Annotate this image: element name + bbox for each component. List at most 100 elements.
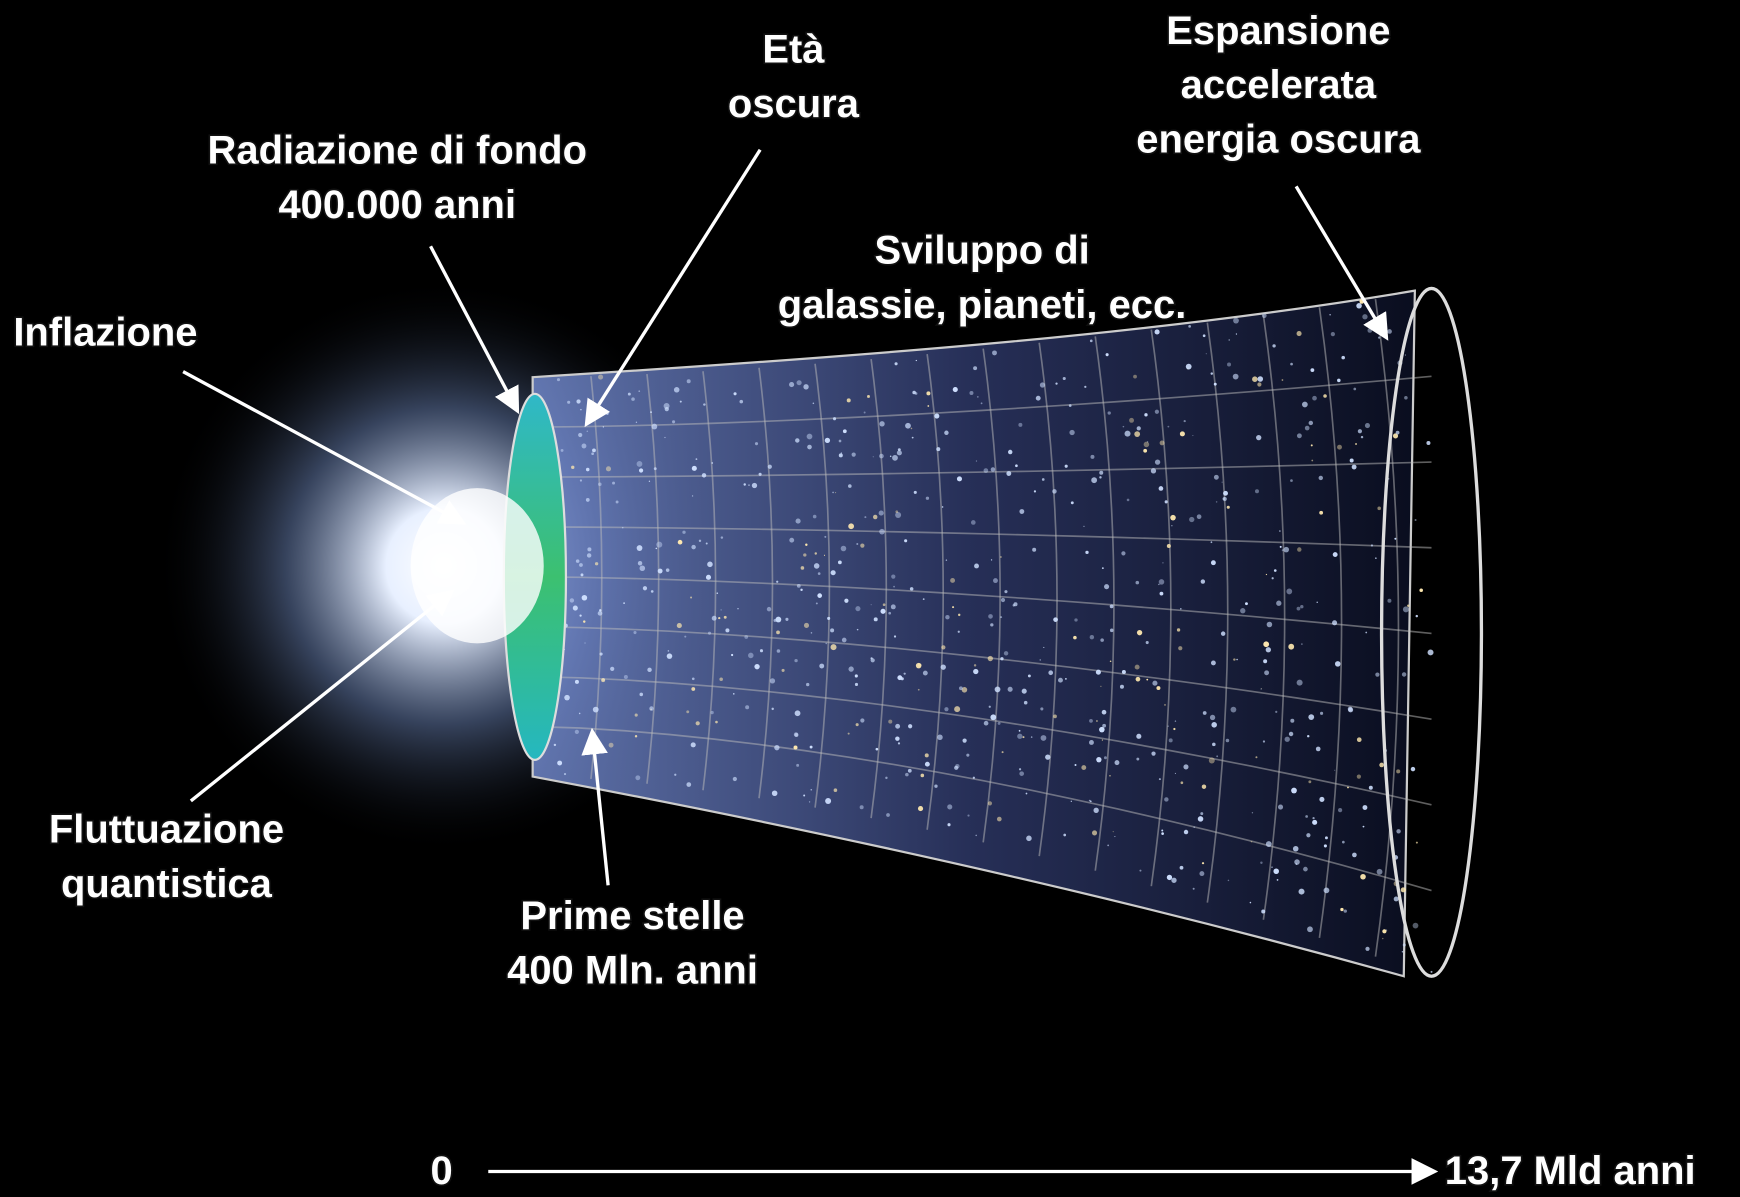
star xyxy=(789,538,794,543)
star xyxy=(1091,477,1097,483)
star xyxy=(825,438,830,443)
star xyxy=(1175,773,1176,774)
star xyxy=(1221,631,1225,635)
star xyxy=(1216,501,1218,503)
star xyxy=(588,406,590,408)
star xyxy=(686,782,691,787)
star xyxy=(1382,929,1386,933)
star xyxy=(598,611,603,616)
star xyxy=(1344,909,1347,912)
star xyxy=(1293,846,1299,852)
star xyxy=(1262,313,1267,318)
star xyxy=(755,442,758,445)
star xyxy=(1144,442,1150,448)
star xyxy=(1164,797,1168,801)
star xyxy=(905,773,909,777)
star xyxy=(654,467,657,470)
star xyxy=(721,536,723,538)
star xyxy=(927,405,929,407)
star xyxy=(1113,831,1114,832)
star xyxy=(1001,598,1005,602)
star xyxy=(1371,544,1373,546)
star xyxy=(745,705,749,709)
star xyxy=(1317,602,1318,603)
star xyxy=(1319,511,1323,515)
label-line: accelerata xyxy=(1181,63,1377,107)
star xyxy=(1396,769,1400,773)
star xyxy=(942,506,944,508)
star xyxy=(918,689,920,691)
star xyxy=(1122,670,1126,674)
star xyxy=(1362,805,1367,810)
star xyxy=(1355,443,1357,445)
star xyxy=(1319,476,1323,480)
star xyxy=(583,620,585,622)
star xyxy=(1123,426,1125,428)
star xyxy=(584,642,585,643)
star xyxy=(1193,888,1195,890)
star xyxy=(1198,816,1204,822)
star xyxy=(1052,489,1056,493)
star xyxy=(1096,720,1098,722)
star xyxy=(937,734,943,740)
star xyxy=(923,598,925,600)
star xyxy=(1031,736,1033,738)
star xyxy=(1065,678,1067,680)
star xyxy=(871,658,875,662)
star xyxy=(794,745,798,749)
star xyxy=(1282,379,1284,381)
star xyxy=(733,777,737,781)
star xyxy=(1156,686,1160,690)
star xyxy=(606,412,609,415)
star xyxy=(888,612,891,615)
star xyxy=(891,604,896,609)
star xyxy=(1006,471,1011,476)
star xyxy=(777,649,781,653)
star xyxy=(990,714,996,720)
star xyxy=(631,397,635,401)
star xyxy=(989,706,991,708)
star xyxy=(796,519,801,524)
star xyxy=(1214,383,1217,386)
star xyxy=(911,428,913,430)
star xyxy=(1074,618,1077,621)
star xyxy=(1090,635,1094,639)
star xyxy=(848,523,854,529)
star xyxy=(1312,396,1317,401)
page: EtàoscuraEspansioneaccelerataenergia osc… xyxy=(0,0,1740,1197)
star xyxy=(635,775,640,780)
star xyxy=(1041,735,1047,741)
star xyxy=(895,724,900,729)
star xyxy=(1338,808,1342,812)
star xyxy=(1100,686,1101,687)
star xyxy=(1211,372,1213,374)
star xyxy=(891,574,895,578)
star xyxy=(1200,812,1203,815)
star xyxy=(1206,353,1207,354)
star xyxy=(1309,421,1313,425)
star xyxy=(1110,605,1114,609)
star xyxy=(1264,670,1269,675)
star xyxy=(1320,712,1323,715)
star xyxy=(1043,647,1044,648)
star xyxy=(1250,902,1252,904)
star xyxy=(1299,889,1305,895)
star xyxy=(744,635,748,639)
label-line: Età xyxy=(762,28,825,72)
star xyxy=(816,602,818,604)
star xyxy=(1263,659,1267,663)
star xyxy=(734,392,737,395)
star xyxy=(1136,734,1141,739)
star xyxy=(1348,707,1353,712)
star xyxy=(1382,938,1383,939)
star xyxy=(1291,788,1297,794)
star xyxy=(579,713,581,715)
star xyxy=(691,545,695,549)
star xyxy=(578,433,582,437)
label-line: Espansione xyxy=(1166,9,1390,53)
star xyxy=(838,560,842,564)
star xyxy=(721,609,722,610)
star xyxy=(934,785,937,788)
star xyxy=(656,548,658,550)
star xyxy=(702,473,706,477)
